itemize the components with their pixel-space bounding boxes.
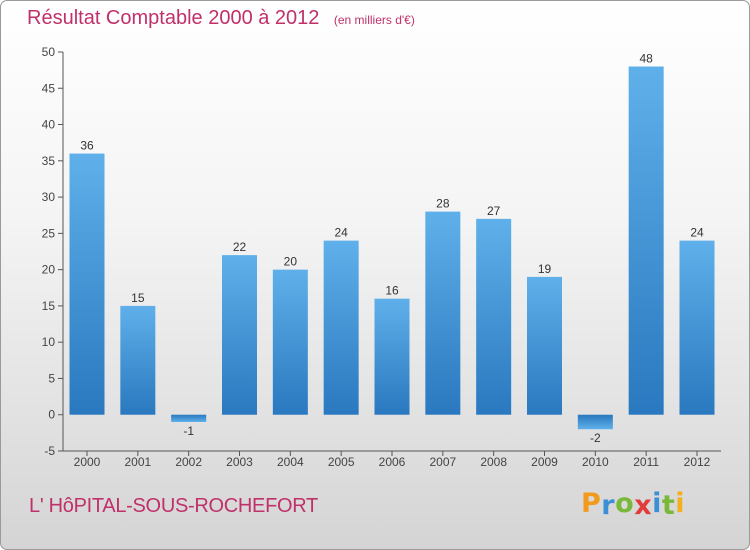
x-tick-label: 2005: [328, 455, 355, 469]
x-tick-label: 2003: [226, 455, 253, 469]
brand-letter: r: [601, 490, 616, 521]
bar-2003[interactable]: [222, 255, 257, 415]
x-tick-label: 2009: [531, 455, 558, 469]
bar-2005[interactable]: [323, 240, 359, 415]
chart-subtitle: (en milliers d'€): [333, 13, 415, 27]
y-tick-label: 5: [48, 371, 55, 385]
bar-2002[interactable]: [171, 414, 207, 422]
data-label-2000: 36: [80, 139, 94, 153]
bars: [69, 66, 715, 430]
bar-2004[interactable]: [272, 269, 308, 415]
data-label-2003: 22: [233, 240, 247, 254]
bar-2001[interactable]: [120, 305, 156, 415]
bar-2009[interactable]: [527, 276, 562, 415]
title-row: Résultat Comptable 2000 à 2012 (en milli…: [27, 7, 415, 30]
x-tick-label: 2000: [74, 455, 101, 469]
brand-letter: x: [634, 490, 653, 521]
location-name: L' HôPITAL-SOUS-ROCHEFORT: [29, 495, 318, 517]
x-axis: 2000 2001 2002 2003 2004 2005 2006 2007 2008 2009…: [63, 450, 721, 469]
x-tick-label: 2012: [684, 455, 711, 469]
data-label-2006: 16: [385, 284, 399, 298]
bar-2008[interactable]: [476, 218, 512, 415]
y-axis: -5 0 5 10 15 20 25 30 35 40 45 50: [42, 45, 64, 458]
data-label-2009: 19: [538, 262, 552, 276]
bar-2010[interactable]: [577, 414, 613, 430]
y-tick-label: 50: [42, 45, 56, 59]
brand-letter: i: [675, 488, 686, 519]
data-label-2010: -2: [590, 431, 601, 445]
y-tick-label: 45: [42, 81, 56, 95]
bar-2006[interactable]: [374, 298, 410, 415]
data-labels: 36 15 -1 22 20 24 16 28 27 19 -2 48 24: [80, 52, 704, 446]
chart-title: Résultat Comptable 2000 à 2012: [27, 7, 320, 29]
data-label-2011: 48: [639, 52, 653, 66]
bar-2012[interactable]: [679, 240, 715, 415]
brand-letter: i: [652, 488, 662, 519]
data-label-2001: 15: [131, 291, 145, 305]
y-tick-label: -5: [44, 444, 55, 458]
data-label-2004: 20: [284, 255, 298, 269]
x-tick-label: 2008: [480, 455, 507, 469]
y-tick-label: 40: [42, 118, 56, 132]
x-tick-label: 2002: [175, 455, 202, 469]
x-tick-label: 2011: [633, 455, 659, 469]
y-tick-label: 15: [42, 299, 56, 313]
y-tick-label: 30: [42, 190, 56, 204]
brand-letter: o: [615, 488, 635, 519]
data-label-2012: 24: [690, 226, 704, 240]
data-label-2008: 27: [487, 204, 501, 218]
brand-letter: t: [661, 490, 676, 521]
y-tick-label: 20: [42, 263, 56, 277]
y-tick-label: 25: [42, 226, 56, 240]
bar-2011[interactable]: [628, 66, 664, 415]
proxiti-logo[interactable]: Proxiti: [581, 488, 686, 521]
x-tick-label: 2007: [429, 455, 456, 469]
data-label-2007: 28: [436, 197, 450, 211]
bar-2007[interactable]: [425, 211, 461, 415]
bar-2000[interactable]: [69, 153, 105, 415]
y-tick-label: 0: [48, 408, 55, 422]
y-tick-label: 10: [42, 335, 56, 349]
data-label-2005: 24: [334, 226, 348, 240]
data-label-2002: -1: [183, 424, 194, 438]
x-tick-label: 2001: [124, 455, 151, 469]
brand-letter: P: [581, 488, 602, 519]
y-tick-label: 35: [42, 154, 56, 168]
x-tick-label: 2006: [379, 455, 406, 469]
x-tick-label: 2010: [582, 455, 609, 469]
x-tick-label: 2004: [277, 455, 304, 469]
